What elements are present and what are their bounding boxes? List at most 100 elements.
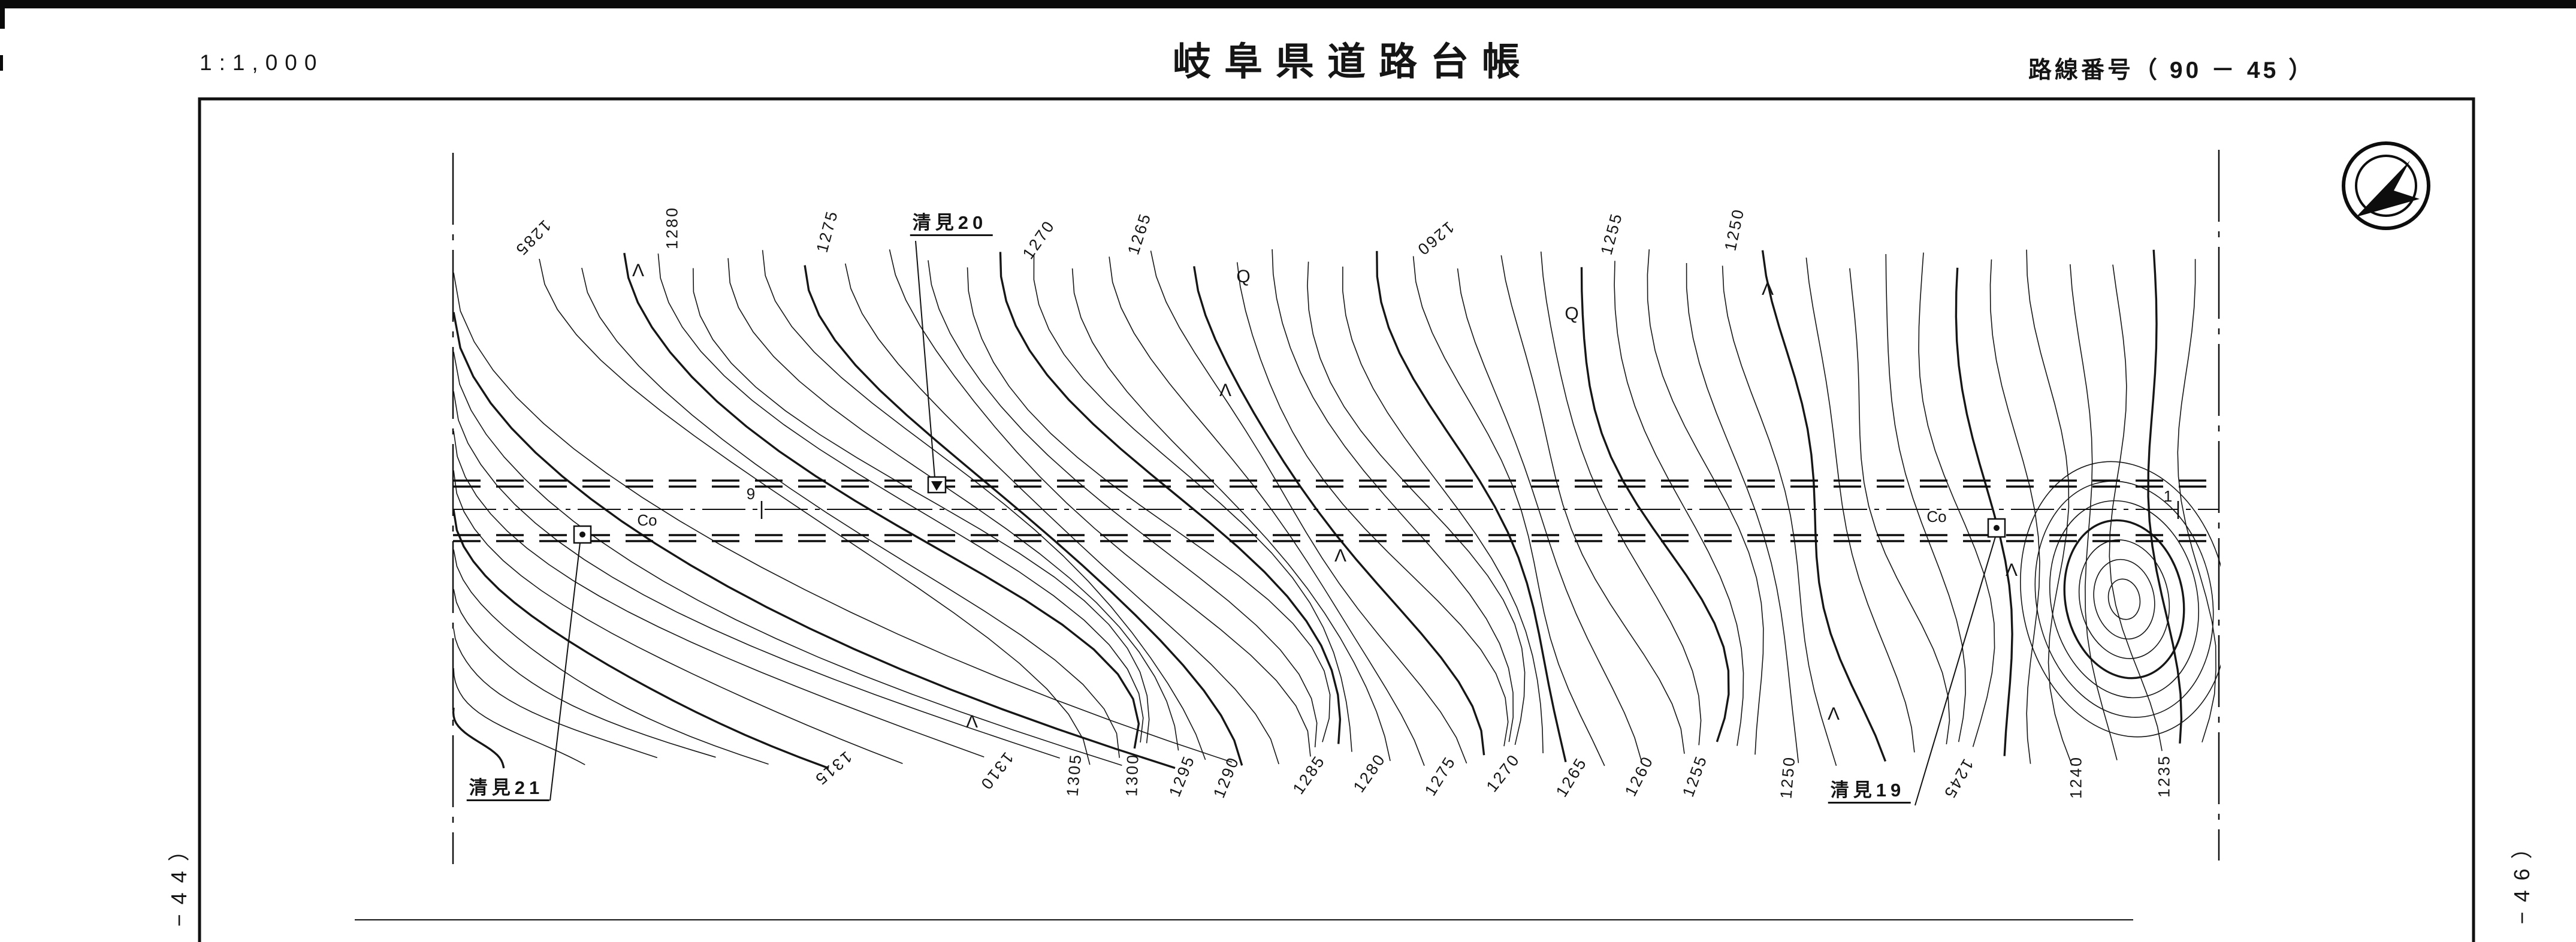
contour-line — [2020, 461, 2221, 738]
road-annotation: 9 — [746, 485, 756, 503]
contour-elevation-label: 1310 — [976, 748, 1017, 794]
scan-edge-left — [0, 0, 5, 29]
contour-line — [1500, 255, 1685, 754]
contour-line — [1307, 261, 1526, 745]
contour-line — [2147, 249, 2183, 744]
contour-elevation-label: 1255 — [1597, 210, 1626, 257]
road-annotation: 1 — [2163, 487, 2173, 505]
contour-line — [804, 265, 1243, 766]
survey-point-icon — [579, 532, 585, 538]
contour-line — [1540, 251, 1702, 745]
contour-line — [1109, 256, 1425, 766]
contour-elevation-label: 1280 — [1349, 750, 1390, 796]
contour-line — [844, 263, 1279, 765]
scan-edge-top — [0, 0, 2576, 8]
contour-line — [2049, 500, 2200, 699]
contour-elevation-label: 1275 — [1421, 753, 1460, 799]
map-frame — [198, 97, 2475, 942]
contour-line — [453, 430, 985, 757]
contour-line — [1193, 266, 1485, 756]
contour-line — [1647, 249, 1764, 755]
scan-edge-left-mark — [0, 55, 3, 71]
survey-markers — [573, 476, 2006, 544]
contour-elevation-label: 1240 — [2067, 755, 2085, 799]
contour-elevation-label: 1290 — [1210, 753, 1243, 801]
contour-elevation-label: 1280 — [663, 206, 681, 250]
vegetation-symbol: Q — [1565, 304, 1579, 324]
road-lines — [453, 479, 2219, 542]
contour-line — [762, 250, 1206, 760]
contour-line — [1885, 253, 1966, 742]
contour-elevation-label: 1270 — [1482, 750, 1524, 796]
page-title: 岐阜県道路台帳 — [1173, 40, 1533, 83]
contour-elevation-label: 1250 — [1721, 206, 1748, 253]
contour-line — [1955, 267, 2013, 756]
contour-elevation-label: 1285 — [511, 216, 555, 260]
contour-line — [1580, 267, 1730, 742]
contour-line — [2070, 264, 2118, 760]
contour-line — [452, 509, 829, 769]
contour-line — [453, 549, 769, 765]
contour-lines — [452, 249, 2216, 769]
route-number-label: 路線番号（ 90 － 45 ） — [2028, 58, 2315, 83]
contour-line — [1849, 268, 1950, 745]
leader-line — [915, 240, 935, 478]
contour-line — [1150, 250, 1467, 764]
vegetation-symbol: Λ — [1827, 704, 1840, 724]
hill-contours — [2020, 461, 2221, 738]
contour-line — [2177, 259, 2216, 742]
leader-line — [549, 542, 581, 801]
contour-line — [1761, 250, 1887, 762]
vegetation-symbol: Λ — [1761, 279, 1774, 299]
road-annotation: Co — [637, 511, 657, 529]
contour-line — [1412, 256, 1605, 766]
contour-elevation-label: 1255 — [1679, 752, 1711, 799]
contour-elevation-label: 1245 — [1940, 756, 1977, 802]
contour-elevation-label: 1265 — [1124, 210, 1155, 257]
contour-line — [657, 253, 1144, 743]
flag-icon — [931, 481, 943, 491]
contour-elevation-label: 1265 — [1552, 754, 1591, 801]
contour-line — [2063, 519, 2185, 680]
vegetation-symbol: Λ — [2005, 560, 2018, 580]
contour-line — [1272, 249, 1514, 742]
contour-line — [1686, 262, 1799, 763]
contour-line — [999, 252, 1342, 744]
contour-line — [1722, 265, 1837, 766]
vegetation-symbol: Λ — [965, 712, 979, 732]
contour-line — [2107, 578, 2141, 620]
road-annotation: Co — [1926, 508, 1947, 526]
contour-line — [1457, 268, 1642, 763]
contour-line — [967, 267, 1331, 742]
contour-line — [889, 249, 1311, 757]
contour-elevation-label: 1305 — [1063, 752, 1085, 798]
contour-line — [1918, 252, 1995, 747]
contour-line — [453, 668, 585, 765]
contour-line — [453, 351, 1122, 766]
contour-line — [1614, 261, 1744, 746]
contour-elevation-label: 1250 — [1777, 754, 1799, 800]
contour-elevation-label: 1260 — [1413, 218, 1458, 260]
contour-line — [693, 268, 1150, 744]
contour-line — [2026, 249, 2073, 766]
leader-line — [1914, 536, 1996, 806]
north-arrow-icon — [2342, 141, 2430, 230]
vegetation-symbol: Λ — [632, 261, 645, 280]
vegetation-symbol: Q — [1236, 267, 1251, 286]
contour-line — [453, 628, 658, 759]
contour-elevation-label: 1315 — [811, 747, 856, 790]
contour-elevation-label: 1275 — [813, 208, 842, 255]
contour-elevation-label: 1285 — [1289, 751, 1329, 798]
station-label: 清見20 — [910, 213, 993, 236]
contour-line — [2034, 481, 2214, 718]
contour-line — [2093, 558, 2155, 640]
contour-line — [1376, 250, 1567, 762]
contour-line — [452, 312, 1176, 769]
contour-line — [623, 252, 1140, 749]
contour-line — [453, 391, 1060, 759]
leader-lines — [549, 240, 1996, 806]
contour-elevation-label: 1260 — [1621, 752, 1657, 799]
